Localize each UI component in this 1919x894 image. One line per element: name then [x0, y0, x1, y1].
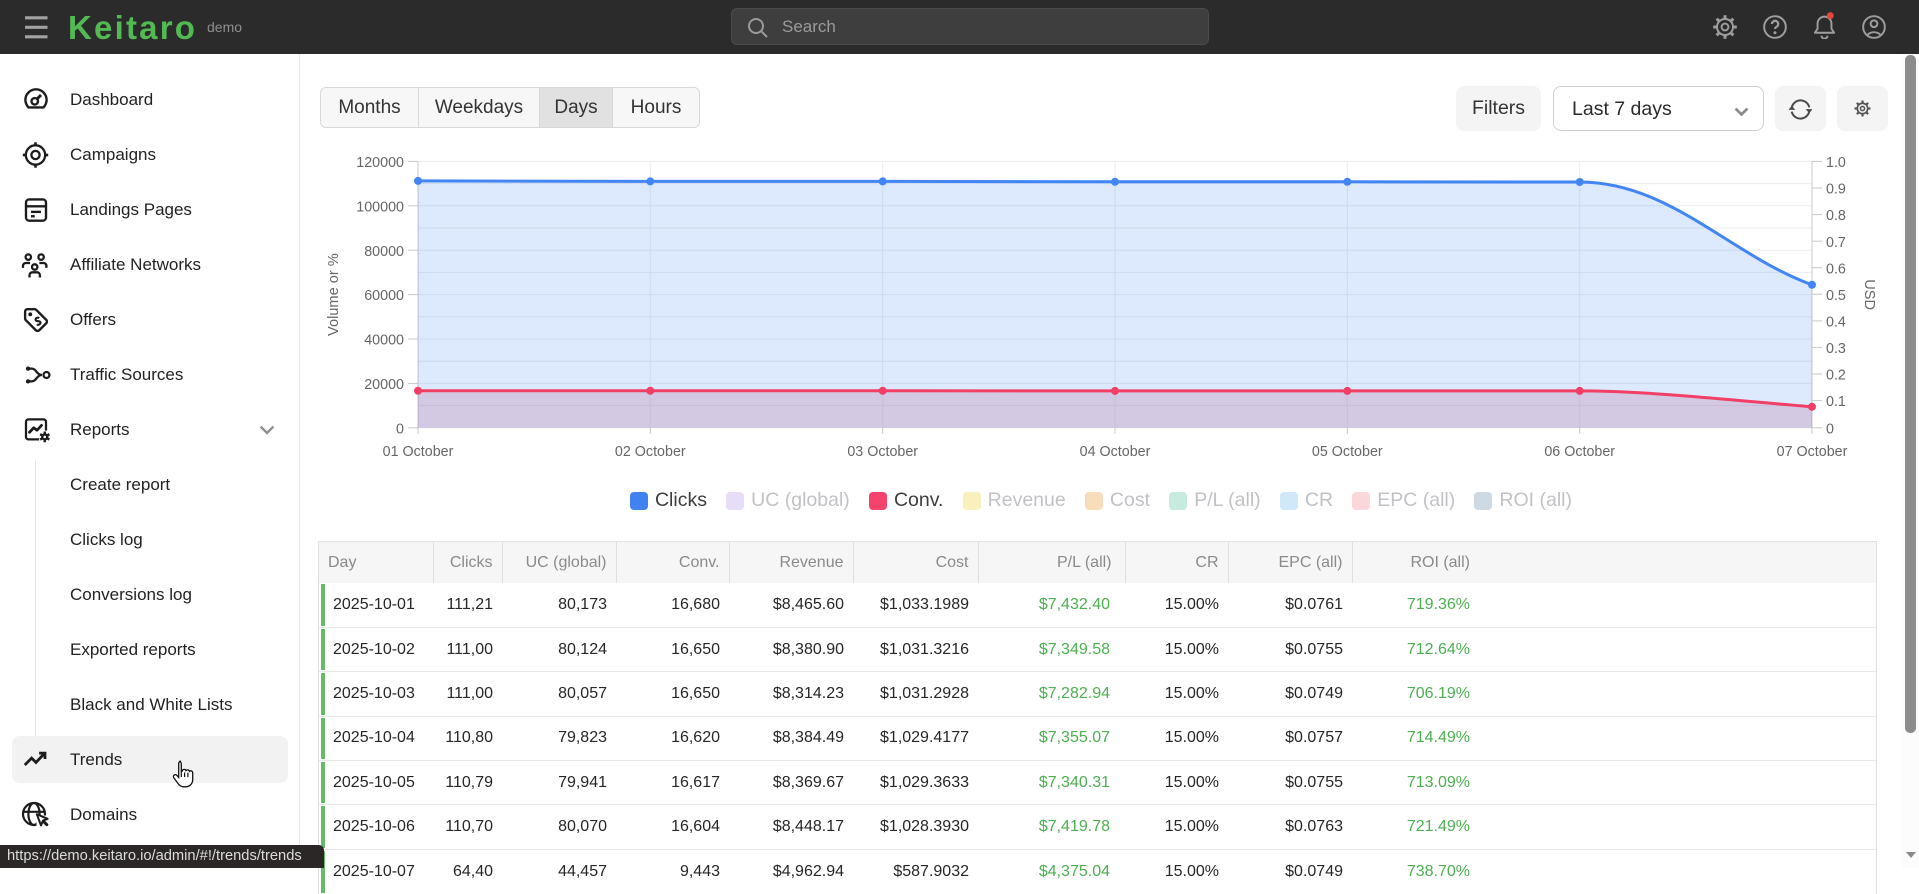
svg-text:0.2: 0.2: [1826, 368, 1846, 384]
svg-text:40000: 40000: [364, 333, 404, 349]
svg-text:0: 0: [1826, 421, 1834, 437]
svg-text:120000: 120000: [356, 155, 404, 171]
svg-text:Volume or %: Volume or %: [326, 253, 342, 336]
svg-text:0.9: 0.9: [1826, 182, 1846, 198]
svg-text:0.3: 0.3: [1826, 341, 1846, 357]
svg-text:07 October: 07 October: [1777, 444, 1848, 460]
svg-text:100000: 100000: [356, 199, 404, 215]
svg-text:1.0: 1.0: [1826, 155, 1846, 171]
svg-text:0.6: 0.6: [1826, 261, 1846, 277]
svg-text:0.5: 0.5: [1826, 288, 1846, 304]
svg-text:0: 0: [396, 421, 404, 437]
svg-text:02 October: 02 October: [615, 444, 686, 460]
svg-text:80000: 80000: [364, 244, 404, 260]
svg-text:06 October: 06 October: [1544, 444, 1615, 460]
svg-text:01 October: 01 October: [383, 444, 454, 460]
svg-text:20000: 20000: [364, 377, 404, 393]
svg-text:USD: USD: [1861, 279, 1877, 310]
svg-text:0.8: 0.8: [1826, 208, 1846, 224]
svg-text:0.7: 0.7: [1826, 235, 1846, 251]
svg-text:60000: 60000: [364, 288, 404, 304]
svg-text:05 October: 05 October: [1312, 444, 1383, 460]
svg-text:03 October: 03 October: [847, 444, 918, 460]
svg-text:04 October: 04 October: [1080, 444, 1151, 460]
svg-text:0.1: 0.1: [1826, 394, 1846, 410]
svg-text:0.4: 0.4: [1826, 315, 1846, 331]
